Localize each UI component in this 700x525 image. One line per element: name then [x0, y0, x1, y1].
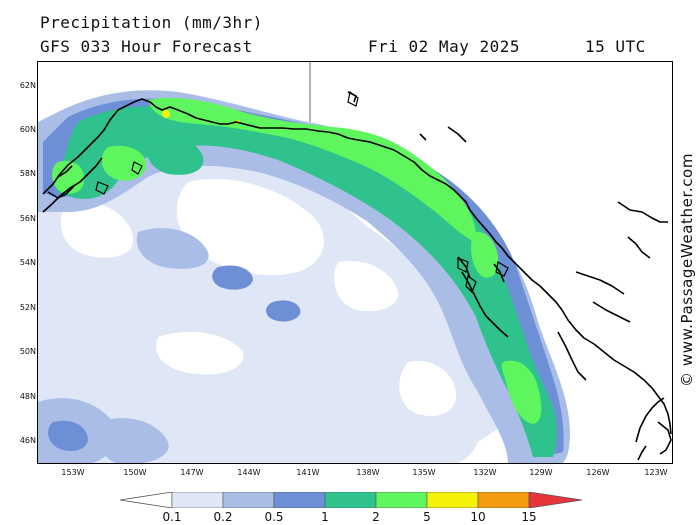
lon-label-132w: 132W: [473, 468, 497, 477]
legend-swatch-0: [119, 491, 173, 509]
legend-label-0-1: 0.1: [162, 510, 182, 524]
lon-label-138w: 138W: [356, 468, 380, 477]
lat-label-60n: 60N: [19, 125, 36, 134]
lon-label-153w: 153W: [61, 468, 85, 477]
precip-layer-2: [52, 97, 542, 424]
lon-label-141w: 141W: [296, 468, 320, 477]
legend-label-5: 5: [423, 510, 431, 524]
islands: [95, 90, 509, 294]
precipitation-map[interactable]: [37, 61, 673, 464]
lon-label-126w: 126W: [586, 468, 610, 477]
forecast-label: GFS 033 Hour Forecast: [40, 37, 253, 56]
legend-swatch-7: [477, 491, 530, 509]
legend-swatch-8: [528, 491, 583, 509]
legend-label-0-5: 0.5: [264, 510, 284, 524]
lat-label-56n: 56N: [19, 214, 36, 223]
legend-label-0-2: 0.2: [213, 510, 233, 524]
legend-swatch-3: [273, 491, 326, 509]
legend-swatch-1: [171, 491, 224, 509]
legend-label-1: 1: [321, 510, 329, 524]
forecast-time: 15 UTC: [585, 37, 646, 56]
clear-areas: [60, 178, 457, 416]
legend-label-10: 10: [470, 510, 486, 524]
precip-legend: [119, 491, 583, 509]
legend-bar: [119, 491, 583, 509]
lon-label-144w: 144W: [237, 468, 261, 477]
precip-layer-0-1: [38, 121, 514, 463]
lat-label-48n: 48N: [19, 392, 36, 401]
lat-label-54n: 54N: [19, 258, 36, 267]
credit-watermark: © www.PassageWeather.com: [678, 152, 696, 388]
coastline: [42, 91, 672, 461]
legend-label-2: 2: [372, 510, 380, 524]
lon-label-129w: 129W: [529, 468, 553, 477]
legend-label-15: 15: [521, 510, 537, 524]
lat-label-58n: 58N: [19, 169, 36, 178]
lon-label-150w: 150W: [123, 468, 147, 477]
map-title: Precipitation (mm/3hr): [40, 13, 263, 32]
lon-label-147w: 147W: [180, 468, 204, 477]
forecast-date: Fri 02 May 2025: [368, 37, 520, 56]
lat-label-52n: 52N: [19, 303, 36, 312]
lat-label-46n: 46N: [19, 436, 36, 445]
lon-label-123w: 123W: [644, 468, 668, 477]
lat-label-50n: 50N: [19, 347, 36, 356]
lon-label-135w: 135W: [412, 468, 436, 477]
legend-swatch-5: [375, 491, 428, 509]
map-canvas: [38, 62, 672, 463]
legend-swatch-2: [222, 491, 275, 509]
legend-swatch-4: [324, 491, 377, 509]
lat-label-62n: 62N: [19, 81, 36, 90]
legend-swatch-6: [426, 491, 479, 509]
